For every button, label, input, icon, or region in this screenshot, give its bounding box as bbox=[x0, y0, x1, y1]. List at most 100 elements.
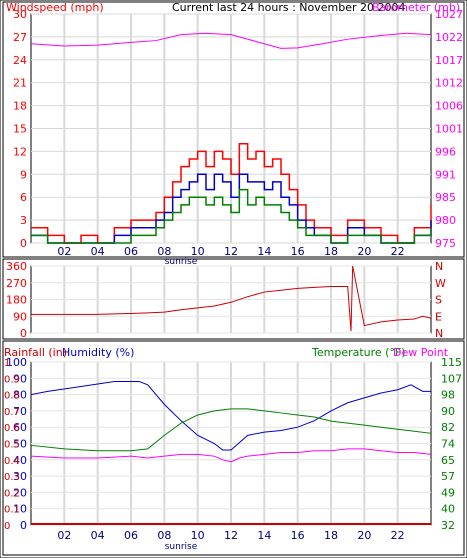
hour-tick-label: 04 bbox=[91, 529, 105, 542]
rain-axis-tick: 0.9 bbox=[4, 374, 20, 385]
wind-axis-tick: 24 bbox=[13, 54, 27, 67]
dewpoint-line bbox=[30, 448, 432, 463]
hour-tick-label: 18 bbox=[324, 529, 338, 542]
hour-tick-label: 06 bbox=[124, 529, 138, 542]
barometer-axis-tick: 1017 bbox=[435, 54, 463, 67]
hour-tick-label: 16 bbox=[291, 529, 305, 542]
temperature-axis-tick: 74 bbox=[441, 438, 455, 451]
barometer-axis-tick: 1001 bbox=[435, 123, 463, 136]
wind-gust-line bbox=[31, 143, 432, 244]
rainfall-axis-label: Rainfall (in) bbox=[4, 346, 67, 359]
humidity-line bbox=[30, 381, 431, 451]
sunrise-label: sunrise bbox=[165, 257, 198, 267]
wind-axis-tick: 12 bbox=[13, 145, 27, 158]
hour-tick-label: 08 bbox=[157, 245, 171, 258]
compass-axis-tick: W bbox=[435, 277, 446, 290]
wind-average-line bbox=[31, 188, 432, 244]
compass-axis-tick: N bbox=[435, 327, 443, 340]
temperature-axis-tick: 32 bbox=[441, 519, 455, 532]
wind-axis-tick: 30 bbox=[13, 8, 27, 21]
hour-tick-label: 20 bbox=[357, 529, 371, 542]
hour-tick-label: 14 bbox=[257, 245, 271, 258]
compass-axis-tick: E bbox=[435, 310, 442, 323]
temperature-axis-tick: 115 bbox=[441, 356, 462, 369]
rain-axis-tick: 0.1 bbox=[4, 505, 20, 516]
hour-tick-label: 10 bbox=[191, 245, 205, 258]
rain-axis-tick: 0 bbox=[4, 521, 10, 532]
dewpoint-axis-label: Dew Point bbox=[393, 346, 449, 359]
barometer-axis-tick: 980 bbox=[435, 214, 456, 227]
hour-tick-label: 02 bbox=[57, 529, 71, 542]
barometer-axis-tick: 1027 bbox=[435, 8, 463, 21]
hour-tick-label: 22 bbox=[391, 529, 405, 542]
direction-axis-tick: 90 bbox=[13, 310, 27, 323]
humidity-axis-tick: 50 bbox=[13, 438, 27, 451]
hour-tick-label: 12 bbox=[224, 529, 238, 542]
wind-axis-tick: 18 bbox=[13, 100, 27, 113]
temperature-axis-tick: 49 bbox=[441, 486, 455, 499]
humidity-axis-tick: 10 bbox=[13, 503, 27, 516]
temperature-axis-tick: 40 bbox=[441, 503, 455, 516]
humidity-axis-tick: 100 bbox=[6, 356, 27, 369]
rain-axis-tick: 0.8 bbox=[4, 391, 20, 402]
hour-tick-label: 08 bbox=[157, 529, 171, 542]
temperature-axis-tick: 57 bbox=[441, 470, 455, 483]
humidity-axis-tick: 80 bbox=[13, 389, 27, 402]
barometer-line bbox=[30, 32, 432, 49]
barometer-axis-tick: 975 bbox=[435, 237, 456, 250]
rain-axis-tick: 0.2 bbox=[4, 488, 20, 499]
wind-direction-line bbox=[31, 265, 432, 332]
rain-axis-tick: 1 bbox=[4, 358, 10, 369]
humidity-axis-tick: 30 bbox=[13, 470, 27, 483]
temperature-axis-tick: 82 bbox=[441, 421, 455, 434]
rain-axis-tick: 0.7 bbox=[4, 407, 20, 418]
hour-tick-label: 12 bbox=[224, 245, 238, 258]
direction-axis-tick: 0 bbox=[20, 327, 27, 340]
temperature-line bbox=[30, 408, 432, 452]
barometer-axis-tick: 1022 bbox=[435, 31, 463, 44]
hour-tick-label: 16 bbox=[291, 245, 305, 258]
wind-axis-tick: 3 bbox=[20, 214, 27, 227]
direction-axis-tick: 180 bbox=[6, 294, 27, 307]
barometer-axis-label: Barometer (mb) bbox=[372, 1, 460, 14]
humidity-axis-tick: 40 bbox=[13, 454, 27, 467]
barometer-axis-tick: 1006 bbox=[435, 100, 463, 113]
barometer-axis-tick: 991 bbox=[435, 168, 456, 181]
panel-direction-border bbox=[2, 258, 465, 340]
sunrise-label: sunrise bbox=[165, 542, 198, 552]
wind-axis-tick: 21 bbox=[13, 77, 27, 90]
compass-axis-tick: N bbox=[435, 260, 443, 273]
chart-title: Current last 24 hours : November 20 2004 bbox=[172, 1, 405, 14]
temperature-axis-tick: 98 bbox=[441, 389, 455, 402]
wind-axis-tick: 27 bbox=[13, 31, 27, 44]
wind-axis-tick: 6 bbox=[20, 191, 27, 204]
humidity-axis-tick: 60 bbox=[13, 421, 27, 434]
hour-tick-label: 18 bbox=[324, 245, 338, 258]
rain-axis-tick: 0.6 bbox=[4, 423, 20, 434]
wind-axis-tick: 15 bbox=[13, 123, 27, 136]
barometer-axis-tick: 1012 bbox=[435, 77, 463, 90]
humidity-axis-label: Humidity (%) bbox=[62, 346, 134, 359]
temperature-axis-label: Temperature (°F) bbox=[311, 346, 406, 359]
windspeed-axis-label: Windspeed (mph) bbox=[6, 1, 104, 14]
rain-axis-tick: 0.3 bbox=[4, 472, 20, 483]
wind-axis-tick: 0 bbox=[20, 237, 27, 250]
rain-axis-tick: 0.5 bbox=[4, 440, 20, 451]
rain-axis-tick: 0.4 bbox=[4, 456, 20, 467]
barometer-axis-tick: 996 bbox=[435, 145, 456, 158]
temperature-axis-tick: 107 bbox=[441, 372, 462, 385]
humidity-axis-tick: 0 bbox=[20, 519, 27, 532]
hour-tick-label: 04 bbox=[91, 245, 105, 258]
hour-tick-label: 22 bbox=[391, 245, 405, 258]
compass-axis-tick: S bbox=[435, 294, 442, 307]
hour-tick-label: 20 bbox=[357, 245, 371, 258]
barometer-axis-tick: 985 bbox=[435, 191, 456, 204]
temperature-axis-tick: 90 bbox=[441, 405, 455, 418]
temperature-axis-tick: 65 bbox=[441, 454, 455, 467]
panel-wind-border bbox=[2, 1, 465, 258]
humidity-axis-tick: 20 bbox=[13, 486, 27, 499]
humidity-axis-tick: 70 bbox=[13, 405, 27, 418]
hour-tick-label: 06 bbox=[124, 245, 138, 258]
